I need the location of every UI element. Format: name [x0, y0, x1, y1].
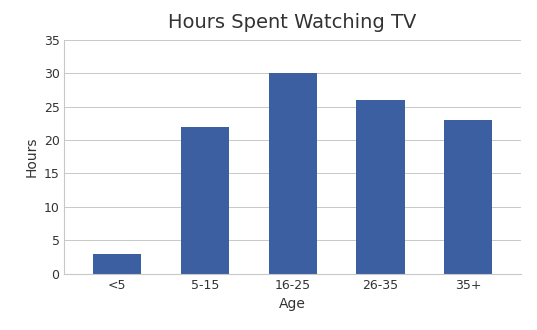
Bar — [357, 100, 404, 274]
Title: Hours Spent Watching TV: Hours Spent Watching TV — [169, 14, 417, 32]
X-axis label: Age: Age — [279, 297, 306, 311]
Bar — [268, 73, 317, 274]
Bar — [444, 120, 492, 274]
Y-axis label: Hours: Hours — [24, 137, 38, 177]
Bar — [93, 254, 141, 274]
Bar — [181, 127, 229, 274]
